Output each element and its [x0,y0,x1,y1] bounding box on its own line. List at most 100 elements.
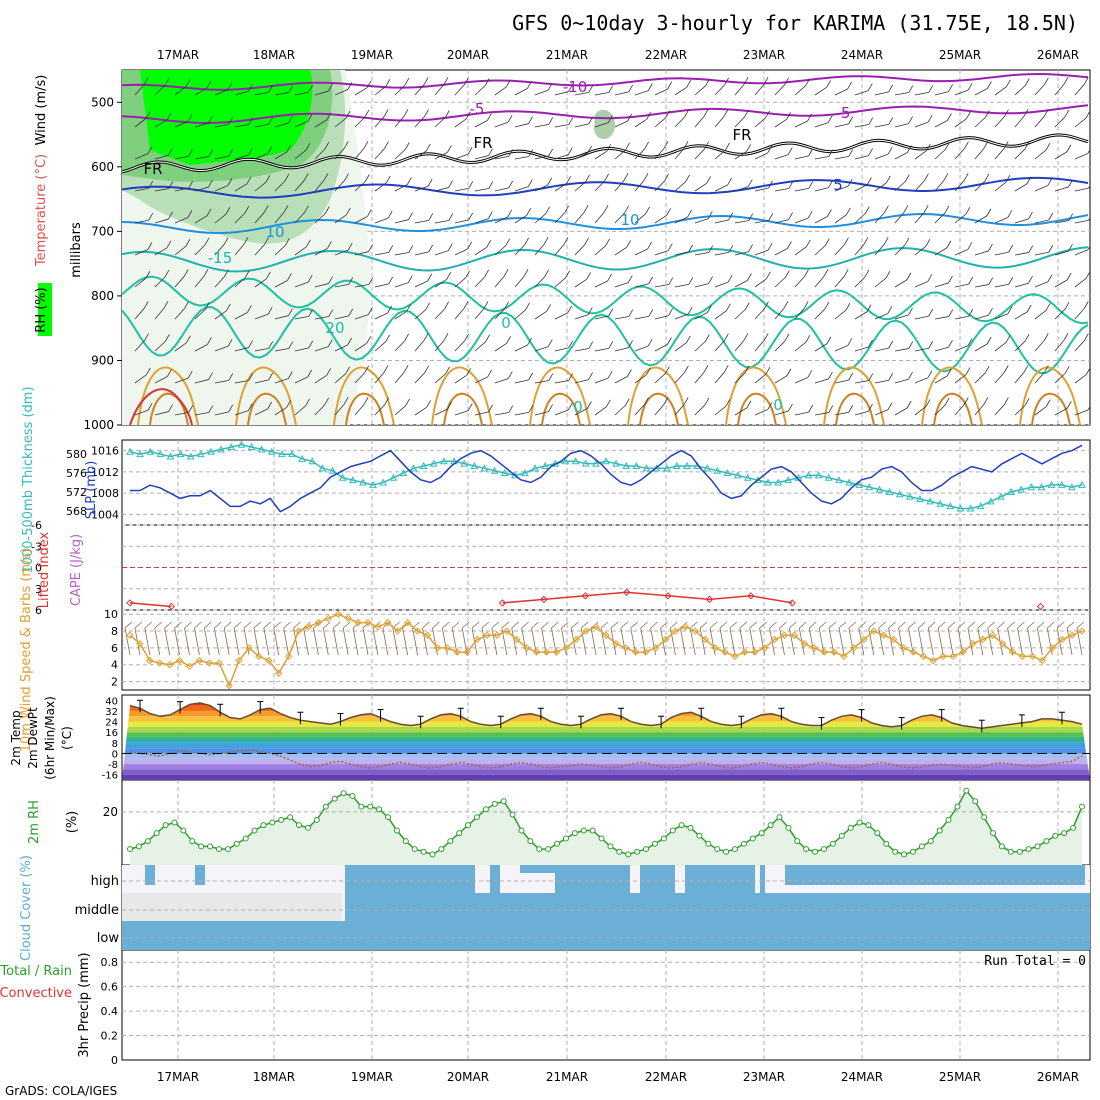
wind-barb [1054,220,1069,224]
wind-barb-flag [443,77,449,85]
wind-speed-series-point [1048,644,1056,652]
thickness-series-point [359,478,367,486]
wind-barb-flag [168,404,173,412]
wind-barb [194,122,209,128]
wind-barb-flag [568,84,573,92]
wind-barb [634,248,648,256]
wind-barb-flag [967,82,973,91]
wind-barb-flag [168,211,173,220]
wind-barb [354,116,366,128]
contour-minus5 [122,104,1089,125]
wind-barb [994,148,1005,160]
rh-series-point [287,814,294,821]
wind-barb [174,217,189,224]
wind-barb [574,181,586,192]
wind-barb [974,180,986,192]
wind-barb-flag [388,276,393,285]
wind-speed-series-point [215,659,223,667]
thickness-series-point [905,492,914,500]
wind-barb-flag [983,397,989,405]
wind-barb-flag [565,270,570,279]
thickness-series-point [176,450,185,458]
wind-barb [834,411,849,416]
wind-barb-flag [908,372,913,380]
wind-speed-series-point [205,659,214,667]
wind-barb-flag [803,301,809,309]
wind-barb [674,284,689,288]
wind-speed-series-point [661,635,670,644]
wind-barb [414,185,429,192]
wind-barb [614,405,626,416]
wind-barb-flag [725,399,731,407]
thickness-series-point [855,480,864,488]
wind-barb-flag [145,271,151,279]
wind-barb [794,120,808,128]
wind-barb-flag [324,141,330,150]
wind-barb-flag [367,209,372,217]
wind-barb [1074,219,1089,224]
wind-barb-flag [1005,175,1011,183]
wind-barb [314,90,329,96]
thickness-series-point [916,494,924,503]
wind-speed-series-point [1018,652,1027,661]
wind-barb-flag [308,309,314,317]
wind-barb-flag [248,340,253,348]
wind-barb [554,91,569,96]
tick-label: 20 [103,805,118,819]
wind-barb [514,156,529,160]
wind-barb [808,627,815,656]
wind-barb-flag [906,272,912,280]
wind-barb-flag [303,173,309,181]
wind-barb [154,276,166,288]
wind-barb [154,84,166,96]
rh-series-point [144,838,151,845]
rh-series-point [1079,803,1085,810]
wind-barb-flag [767,145,772,154]
thickness-series-point [197,450,205,458]
wind-barb-flag [928,341,934,349]
wind-barb-flag [828,149,834,157]
wind-barb [254,408,268,416]
thickness-series-point [399,469,408,477]
wind-barb [874,244,885,256]
date-label-top: 18MAR [253,48,295,62]
wind-barb-flag [284,238,290,246]
wind-barb-flag [583,205,589,213]
thickness-series-point [632,461,641,469]
wind-barb-flag [707,305,712,313]
wind-barb-flag [208,372,213,380]
wind-barb [254,313,269,320]
ylabel-wind-speed: 10m Wind Speed & Barbs (m/s) [19,548,34,753]
wind-barb-flag [868,373,874,381]
wind-speed-series-point [651,644,660,652]
wind-speed-series-point [433,644,442,652]
wind-barb-flag [567,402,573,411]
wind-barb-flag [986,208,992,216]
wind-barb-flag [1005,335,1011,343]
thickness-series-point [511,471,519,479]
wind-barb-flag [864,206,870,214]
wind-barb-flag [348,277,354,285]
wind-barb [694,116,705,128]
wind-barb-flag [447,243,453,251]
wind-speed-series-point [493,631,501,639]
date-label-top: 21MAR [546,48,588,62]
rh-series-point [447,838,454,845]
wind-barb-flag [648,276,653,285]
wind-speed-series-point [304,623,313,631]
contour-hot [933,392,973,425]
wind-barb [494,276,505,288]
wind-barb [233,627,240,656]
wind-barb [134,374,147,384]
wind-barb-flag [588,116,593,125]
wind-barb [974,148,985,160]
wind-barb [534,155,549,160]
wind-barb-flag [1048,245,1054,253]
wind-barb [987,627,994,656]
wind-barb-flag [468,212,473,221]
rh-series-point [349,792,356,799]
wind-barb-flag [442,621,450,629]
wind-barb-flag [600,621,609,629]
